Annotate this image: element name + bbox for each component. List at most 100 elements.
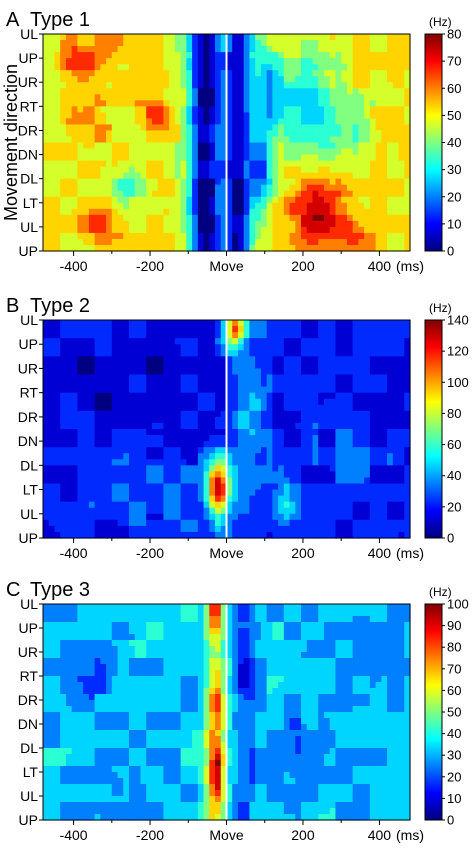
heatmap-cell <box>323 100 331 107</box>
heatmap-cell <box>71 465 78 472</box>
heatmap-cell <box>43 118 50 126</box>
heatmap-cell <box>65 100 73 107</box>
heatmap-cell <box>43 790 50 797</box>
heatmap-cell <box>237 40 245 47</box>
heatmap-cell <box>318 416 325 424</box>
heatmap-cell <box>174 46 182 53</box>
heatmap-cell <box>123 465 130 472</box>
heatmap-cell <box>369 368 377 376</box>
heatmap-cell <box>283 326 291 333</box>
heatmap-cell <box>226 220 233 228</box>
heatmap-field <box>43 320 411 539</box>
colorbar <box>424 319 443 539</box>
heatmap-cell <box>243 350 251 357</box>
heatmap-cell <box>169 160 176 168</box>
heatmap-cell <box>272 435 279 442</box>
y-tick-label: UL <box>20 506 38 522</box>
heatmap-cell <box>272 392 279 400</box>
heatmap-cell <box>48 214 56 222</box>
heatmap-cell <box>43 453 50 460</box>
heatmap-cell <box>88 344 96 351</box>
heatmap-cell <box>140 52 147 59</box>
heatmap-cell <box>106 513 113 521</box>
heatmap-cell <box>129 172 136 180</box>
heatmap-cell <box>146 178 153 186</box>
heatmap-cell <box>398 392 405 400</box>
heatmap-cell <box>83 124 90 132</box>
heatmap-cell <box>318 76 325 83</box>
heatmap-cell <box>186 130 193 138</box>
heatmap-cell <box>220 410 228 418</box>
heatmap-cell <box>43 525 50 533</box>
heatmap-cell <box>77 82 84 89</box>
heatmap-cell <box>65 748 73 755</box>
heatmap-cell <box>146 447 153 454</box>
heatmap-cell <box>146 525 153 533</box>
heatmap-cell <box>192 58 199 65</box>
heatmap-cell <box>346 184 354 192</box>
heatmap-cell <box>381 326 388 333</box>
heatmap-cell <box>323 350 331 357</box>
heatmap-cell <box>301 208 308 216</box>
heatmap-cell <box>140 507 147 515</box>
heatmap-cell <box>88 142 96 150</box>
heatmap-cell <box>94 238 101 246</box>
heatmap-cell <box>163 52 170 59</box>
heatmap-cell <box>180 483 187 491</box>
heatmap-cell <box>335 477 342 485</box>
heatmap-cell <box>157 58 165 65</box>
heatmap-cell <box>140 459 147 466</box>
heatmap-cell <box>65 76 73 83</box>
heatmap-cell <box>266 100 273 107</box>
heatmap-cell <box>100 184 107 192</box>
heatmap-cell <box>94 142 101 150</box>
heatmap-cell <box>100 100 107 107</box>
heatmap-cell <box>249 459 256 466</box>
heatmap-cell <box>111 441 119 448</box>
heatmap-cell <box>375 34 382 41</box>
heatmap-cell <box>117 106 124 113</box>
heatmap-cell <box>249 471 256 479</box>
colorbar-tick-label: 60 <box>447 81 461 96</box>
heatmap-cell <box>215 172 222 180</box>
heatmap-cell <box>404 178 411 186</box>
heatmap-cell <box>94 232 101 240</box>
heatmap-cell <box>157 124 165 132</box>
heatmap-cell <box>65 344 73 351</box>
heatmap-cell <box>192 410 199 418</box>
heatmap-cell <box>329 380 337 388</box>
heatmap-cell <box>192 94 199 101</box>
heatmap-cell <box>94 386 101 394</box>
heatmap-cell <box>43 814 50 821</box>
heatmap-cell <box>323 106 331 113</box>
heatmap-cell <box>278 232 285 240</box>
heatmap-cell <box>289 178 296 186</box>
heatmap-cell <box>140 483 147 491</box>
heatmap-cell <box>186 112 193 119</box>
heatmap-cell <box>289 100 296 107</box>
heatmap-cell <box>243 34 251 41</box>
heatmap-cell <box>94 34 101 41</box>
heatmap-cell <box>312 238 319 246</box>
heatmap-cell <box>209 519 216 527</box>
heatmap-cell <box>312 226 319 234</box>
heatmap-cell <box>278 507 285 515</box>
heatmap-cell <box>60 459 67 466</box>
heatmap-cell <box>249 410 256 418</box>
heatmap-cell <box>163 422 170 430</box>
heatmap-cell <box>260 40 268 47</box>
colorbar-tick-label: 0 <box>447 531 454 546</box>
heatmap-cell <box>220 531 228 539</box>
heatmap-cell <box>232 471 239 479</box>
heatmap-cell <box>43 784 50 791</box>
heatmap-cell <box>226 190 233 198</box>
heatmap-cell <box>88 374 96 382</box>
heatmap-cell <box>312 244 319 252</box>
heatmap-cell <box>100 495 107 503</box>
heatmap-cell <box>329 519 337 527</box>
heatmap-cell <box>163 160 170 168</box>
heatmap-cell <box>60 664 67 671</box>
heatmap-cell <box>54 706 61 713</box>
heatmap-cell <box>163 435 170 442</box>
heatmap-cell <box>369 477 377 485</box>
